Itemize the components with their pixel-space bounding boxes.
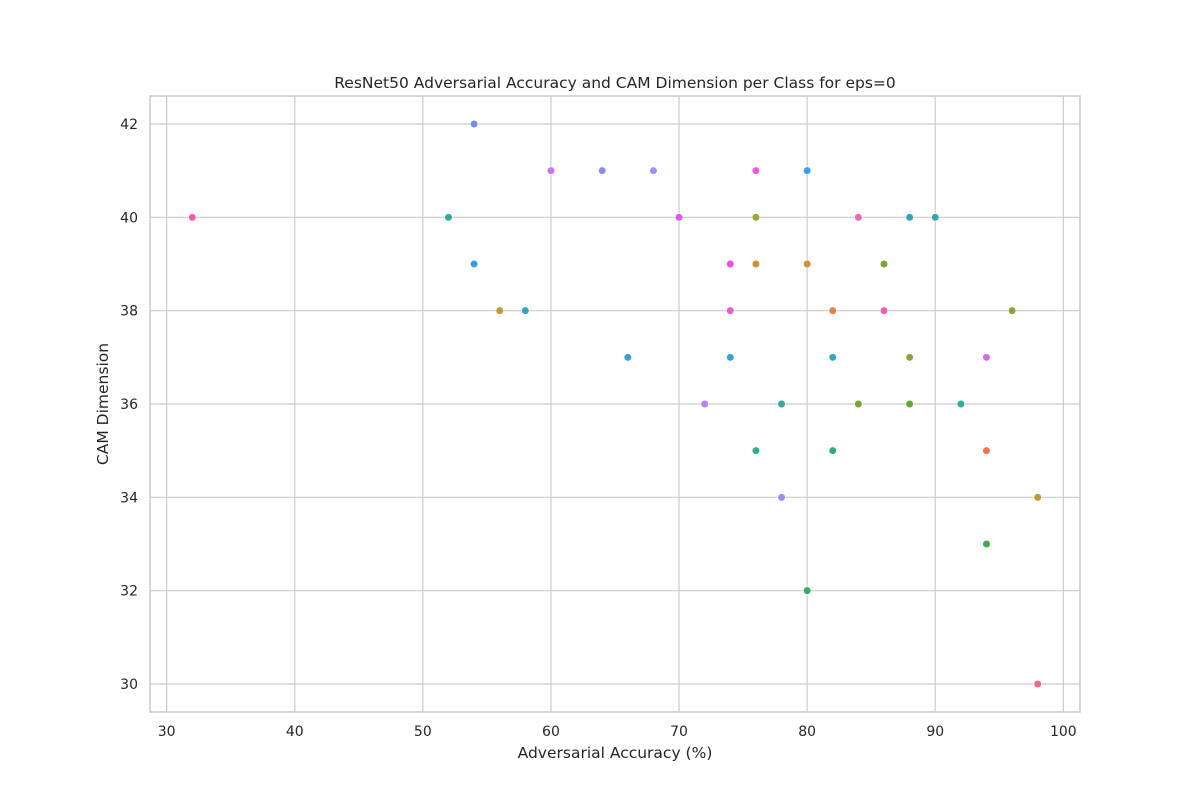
y-tick-label: 30 — [120, 677, 138, 693]
data-point — [726, 259, 735, 269]
data-point — [649, 166, 658, 175]
plot-frame — [149, 95, 1081, 713]
data-point — [674, 213, 684, 222]
data-point — [982, 539, 991, 549]
data-point — [188, 213, 197, 222]
data-point — [1033, 493, 1042, 502]
y-tick-label: 38 — [120, 304, 138, 320]
data-point — [444, 213, 453, 222]
data-points — [188, 119, 1042, 689]
data-point — [828, 306, 837, 315]
data-point — [982, 353, 991, 362]
x-tick-label: 70 — [670, 724, 688, 740]
data-point — [521, 306, 530, 315]
y-tick-labels: 30 32 34 36 38 40 42 — [120, 117, 138, 693]
data-point — [905, 353, 914, 362]
data-point — [854, 399, 863, 409]
x-tick-label: 60 — [542, 724, 560, 740]
data-point — [777, 493, 786, 502]
x-tick-labels: 30 40 50 60 70 80 90 100 — [158, 724, 1077, 740]
data-point — [751, 446, 761, 455]
x-tick-label: 40 — [286, 724, 304, 740]
data-point — [1008, 306, 1017, 315]
data-point — [726, 306, 735, 315]
data-point — [879, 259, 889, 269]
data-point — [777, 399, 786, 409]
data-point — [828, 446, 837, 455]
grid-lines — [150, 96, 1080, 712]
data-point — [879, 306, 889, 315]
data-point — [700, 399, 709, 409]
y-tick-label: 36 — [120, 397, 138, 413]
data-point — [495, 306, 504, 315]
data-point — [931, 213, 940, 222]
data-point — [726, 353, 735, 362]
y-tick-label: 40 — [120, 210, 138, 226]
data-point — [598, 166, 607, 175]
data-point — [469, 119, 479, 129]
y-tick-label: 34 — [120, 490, 138, 506]
x-axis-label: Adversarial Accuracy (%) — [518, 744, 713, 762]
data-point — [803, 586, 812, 595]
x-tick-label: 100 — [1050, 724, 1077, 740]
y-axis-label: CAM Dimension — [94, 343, 112, 465]
data-point — [828, 353, 837, 362]
y-tick-label: 32 — [120, 584, 138, 600]
data-point — [751, 259, 761, 269]
chart-title: ResNet50 Adversarial Accuracy and CAM Di… — [334, 74, 896, 92]
x-tick-label: 50 — [414, 724, 432, 740]
data-point — [905, 213, 914, 222]
y-tick-label: 42 — [120, 117, 138, 133]
data-point — [1033, 679, 1042, 689]
data-point — [546, 166, 556, 175]
data-point — [469, 259, 479, 269]
data-point — [905, 399, 914, 409]
data-point — [803, 259, 812, 269]
x-tick-label: 90 — [926, 724, 944, 740]
x-tick-label: 30 — [158, 724, 176, 740]
data-point — [751, 213, 761, 222]
x-tick-label: 80 — [798, 724, 816, 740]
data-point — [623, 353, 632, 362]
data-point — [982, 446, 991, 455]
data-point — [854, 213, 863, 222]
data-point — [751, 166, 761, 175]
data-point — [956, 399, 965, 409]
data-point — [803, 166, 812, 175]
